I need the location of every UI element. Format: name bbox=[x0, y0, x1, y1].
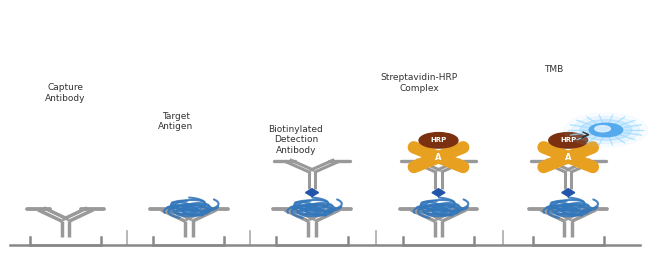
Text: HRP: HRP bbox=[560, 137, 577, 143]
Polygon shape bbox=[306, 189, 318, 197]
Circle shape bbox=[572, 116, 640, 144]
Polygon shape bbox=[562, 189, 575, 197]
Text: TMB: TMB bbox=[543, 65, 563, 74]
Text: Biotinylated
Detection
Antibody: Biotinylated Detection Antibody bbox=[268, 125, 323, 155]
Text: A: A bbox=[565, 153, 571, 162]
Circle shape bbox=[564, 113, 648, 147]
Polygon shape bbox=[432, 189, 445, 197]
Text: Capture
Antibody: Capture Antibody bbox=[46, 83, 86, 103]
Circle shape bbox=[589, 123, 623, 137]
Text: A: A bbox=[436, 153, 442, 162]
Circle shape bbox=[580, 120, 632, 140]
Circle shape bbox=[549, 133, 588, 148]
Circle shape bbox=[595, 126, 610, 132]
Text: Target
Antigen: Target Antigen bbox=[158, 112, 194, 131]
Text: HRP: HRP bbox=[430, 137, 447, 143]
Circle shape bbox=[419, 133, 458, 148]
Text: Streptavidin-HRP
Complex: Streptavidin-HRP Complex bbox=[380, 73, 458, 93]
